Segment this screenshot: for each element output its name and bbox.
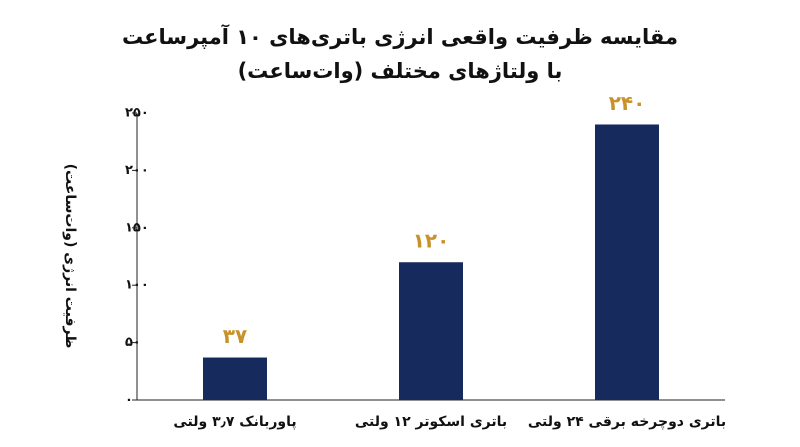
value-label: ۱۲۰ bbox=[413, 229, 450, 253]
x-tick-label: پاوربانک ۳٫۷ ولتی bbox=[173, 414, 296, 430]
x-tick-label: باتری اسکوتر ۱۲ ولتی bbox=[355, 414, 507, 430]
y-axis-label: ظرفیت انرژی (وات‌ساعت) bbox=[62, 164, 78, 349]
bar bbox=[399, 262, 463, 400]
bar bbox=[595, 124, 659, 400]
bar bbox=[203, 357, 267, 400]
value-label: ۲۴۰ bbox=[609, 91, 646, 115]
value-label: ۳۷ bbox=[223, 324, 247, 348]
y-tick-label: ۰ bbox=[125, 393, 133, 408]
chart-title: با ولتاژهای مختلف (وات‌ساعت) bbox=[238, 59, 563, 83]
chart-title: مقایسه ظرفیت واقعی انرژی باتری‌های ۱۰ آم… bbox=[122, 24, 678, 49]
x-tick-label: باتری دوچرخه برقی ۲۴ ولتی bbox=[528, 414, 726, 430]
